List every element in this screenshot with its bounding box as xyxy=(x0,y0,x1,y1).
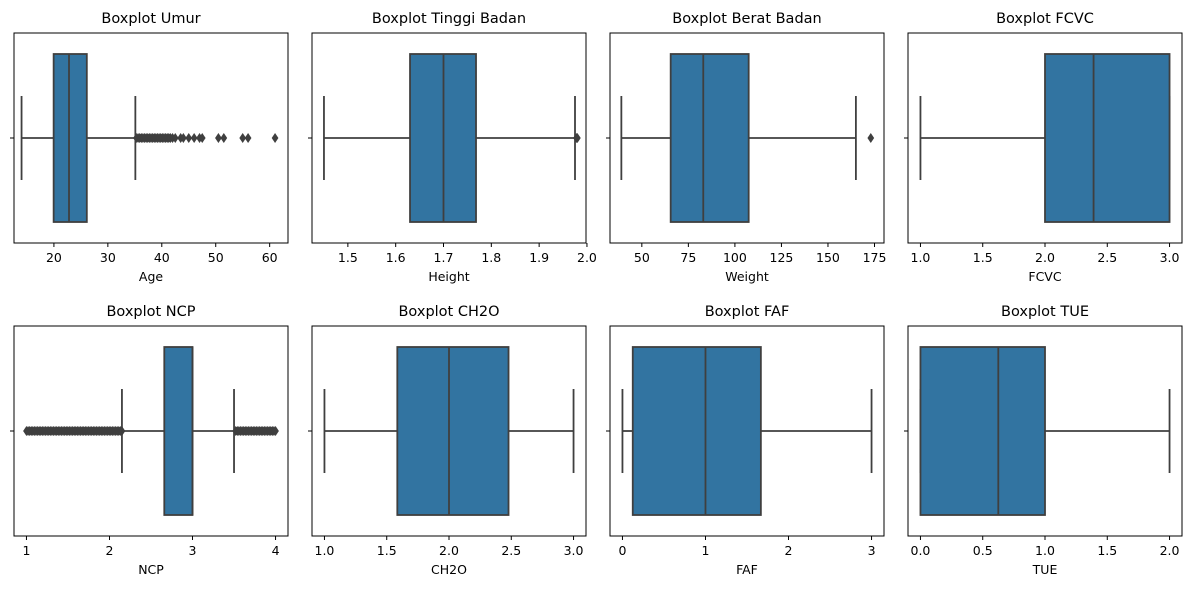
chart-title: Boxplot NCP xyxy=(106,304,195,320)
x-tick-label: 125 xyxy=(770,250,794,265)
x-tick-label: 1.5 xyxy=(338,250,358,265)
chart-panel-2: Boxplot Tinggi Badan 1.5 1.6 1.7 1.8 1.9 2.0 He… xyxy=(308,11,597,284)
x-tick-label: 3 xyxy=(868,543,876,558)
x-axis-label: FCVC xyxy=(1028,269,1061,284)
x-axis-label: Weight xyxy=(725,269,769,284)
x-tick-label: 0 xyxy=(618,543,626,558)
x-tick-label: 50 xyxy=(634,250,650,265)
iqr-box xyxy=(631,346,762,516)
x-axis-label: TUE xyxy=(1032,562,1058,577)
x-tick-label: 20 xyxy=(46,250,62,265)
outlier-point xyxy=(180,132,187,144)
chart-panel-8: Boxplot TUE 0.0 0.5 1.0 1.5 2.0 TUE xyxy=(904,304,1183,577)
chart-panel-6: Boxplot CH2O 1.0 1.5 2.0 2.5 3.0 CH2O xyxy=(308,304,587,577)
x-tick-label: 75 xyxy=(680,250,696,265)
outlier-point xyxy=(239,132,247,144)
x-tick-label: 2.0 xyxy=(577,250,597,265)
x-tick-label: 2.0 xyxy=(439,543,459,558)
outlier-point xyxy=(185,132,193,144)
x-tick-label: 3.0 xyxy=(564,543,584,558)
chart-panel-4: Boxplot FCVC 1.0 1.5 2.0 2.5 3.0 FCVC xyxy=(904,11,1183,284)
x-tick-label: 1.7 xyxy=(434,250,454,265)
x-tick-label: 1.6 xyxy=(386,250,406,265)
chart-title: Boxplot TUE xyxy=(1001,304,1089,320)
x-tick-label: 1.5 xyxy=(1097,543,1117,558)
outlier-point xyxy=(118,425,126,437)
iqr-box xyxy=(669,53,750,223)
x-tick-label: 60 xyxy=(262,250,278,265)
x-axis-label: FAF xyxy=(736,562,758,577)
outlier-point xyxy=(271,132,279,144)
x-tick-label: 1.0 xyxy=(1035,543,1055,558)
x-tick-label: 1.0 xyxy=(911,250,931,265)
x-tick-label: 2 xyxy=(785,543,793,558)
x-tick-label: 1.5 xyxy=(973,250,993,265)
x-tick-label: 2 xyxy=(106,543,114,558)
x-tick-label: 2.0 xyxy=(1160,543,1180,558)
x-axis-label: Height xyxy=(428,269,469,284)
x-tick-label: 1.9 xyxy=(529,250,549,265)
outlier-point xyxy=(171,132,179,144)
iqr-box xyxy=(52,53,88,223)
x-tick-label: 1.8 xyxy=(481,250,501,265)
x-tick-label: 1.5 xyxy=(377,543,397,558)
x-tick-label: 2.5 xyxy=(501,543,521,558)
x-tick-label: 4 xyxy=(272,543,280,558)
chart-panel-3: Boxplot Berat Badan 50 75 100 125 150 175 Weigh… xyxy=(606,11,886,284)
chart-title: Boxplot CH2O xyxy=(398,304,499,320)
outlier-point xyxy=(220,132,228,144)
chart-title: Boxplot Tinggi Badan xyxy=(372,11,526,27)
outlier-point xyxy=(244,132,252,144)
outlier-point xyxy=(272,425,279,437)
chart-panel-5: Boxplot NCP 1 2 3 4 NCP xyxy=(10,304,289,577)
chart-title: Boxplot Umur xyxy=(101,11,200,27)
x-tick-label: 1 xyxy=(702,543,710,558)
outlier-point xyxy=(198,132,206,144)
x-tick-label: 3 xyxy=(189,543,197,558)
x-tick-label: 30 xyxy=(100,250,116,265)
chart-title: Boxplot FAF xyxy=(705,304,790,320)
iqr-box xyxy=(1044,53,1171,223)
outlier-point xyxy=(574,132,581,144)
chart-panel-1: Boxplot Umur 20 30 40 50 60 Age xyxy=(10,11,289,284)
chart-title: Boxplot FCVC xyxy=(996,11,1094,27)
x-tick-label: 2.0 xyxy=(1035,250,1055,265)
iqr-box xyxy=(396,346,510,516)
iqr-box xyxy=(919,346,1046,516)
outlier-point xyxy=(867,132,875,144)
x-tick-label: 1.0 xyxy=(315,543,335,558)
x-axis-label: Age xyxy=(139,269,163,284)
chart-panel-7: Boxplot FAF 0 1 2 3 FAF xyxy=(606,304,885,577)
iqr-box xyxy=(163,346,194,516)
x-tick-label: 3.0 xyxy=(1160,250,1180,265)
x-tick-label: 50 xyxy=(208,250,224,265)
x-tick-label: 175 xyxy=(863,250,887,265)
outlier-point xyxy=(190,132,198,144)
outlier-point xyxy=(215,132,222,144)
x-tick-label: 0.0 xyxy=(911,543,931,558)
x-tick-label: 100 xyxy=(723,250,747,265)
chart-title: Boxplot Berat Badan xyxy=(672,11,821,27)
x-tick-label: 1 xyxy=(22,543,30,558)
x-tick-label: 40 xyxy=(154,250,170,265)
x-tick-label: 150 xyxy=(816,250,840,265)
x-tick-label: 2.5 xyxy=(1097,250,1117,265)
x-axis-label: CH2O xyxy=(431,562,467,577)
x-axis-label: NCP xyxy=(138,562,164,577)
x-tick-label: 0.5 xyxy=(973,543,993,558)
